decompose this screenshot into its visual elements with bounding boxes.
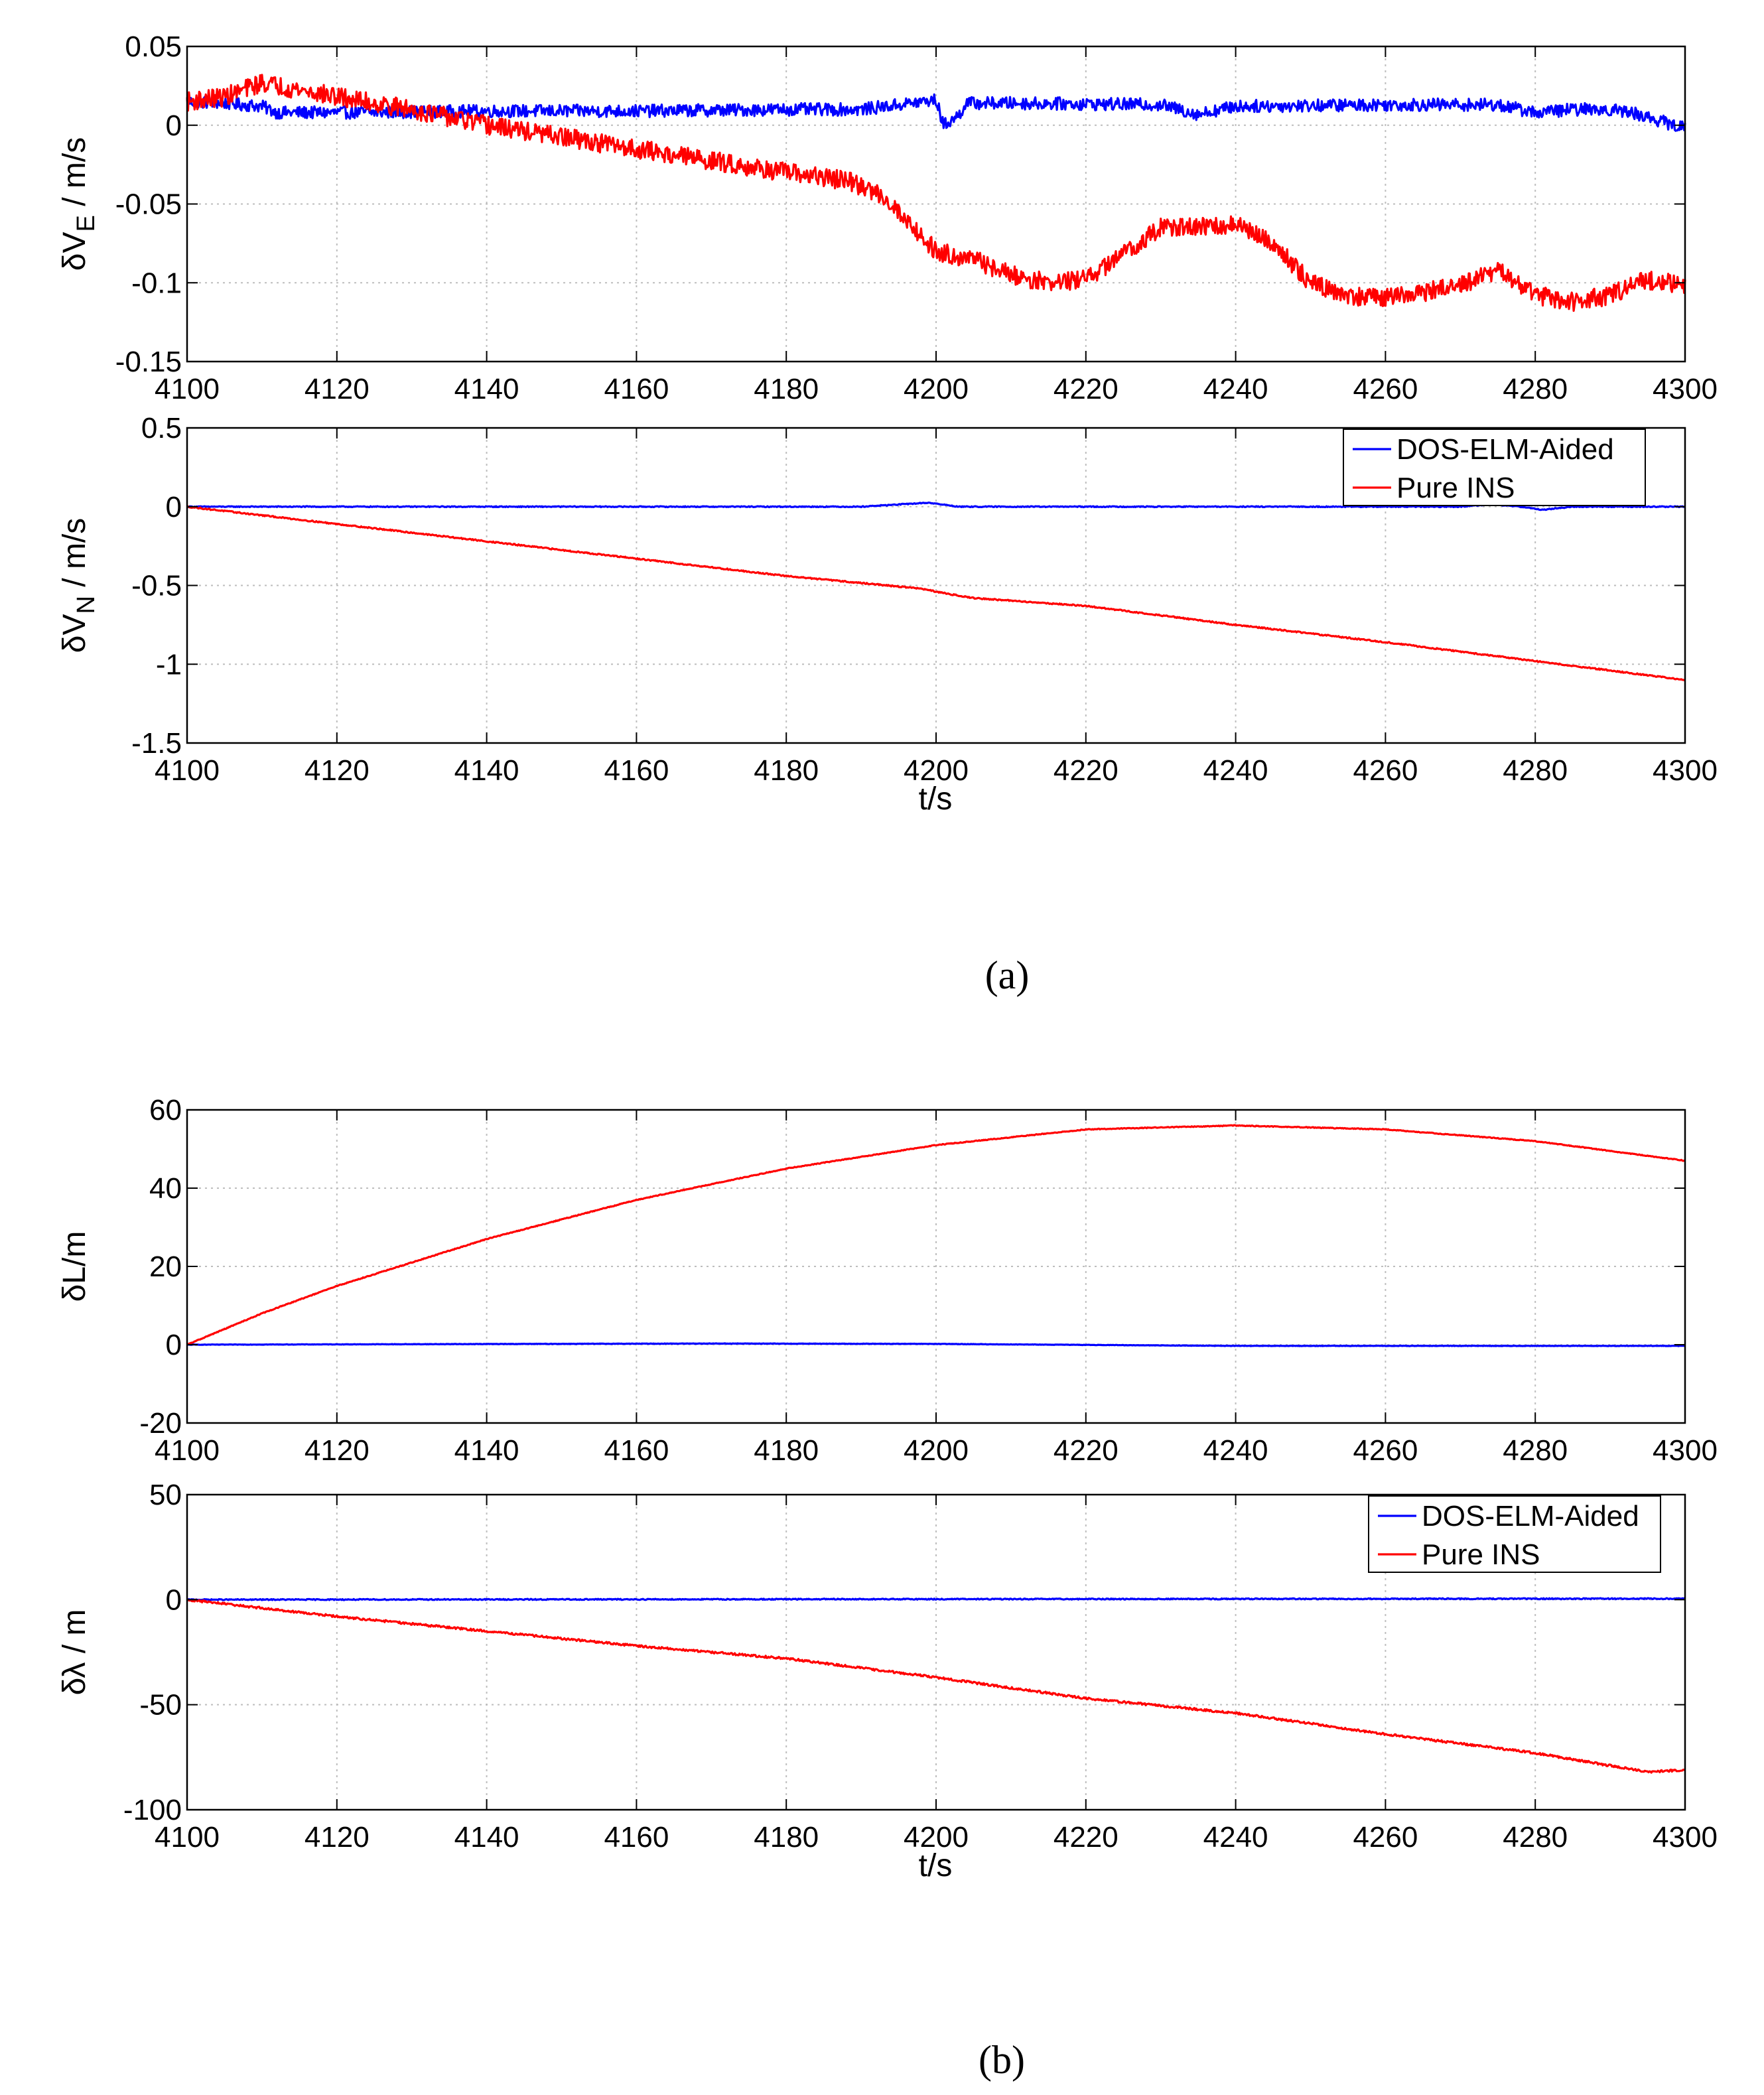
x-tick-label: 4160 bbox=[604, 373, 669, 405]
y-tick-label: -100 bbox=[123, 1794, 182, 1826]
legend-label: DOS-ELM-Aided bbox=[1396, 433, 1614, 466]
x-tick-label: 4100 bbox=[155, 373, 220, 405]
series-line-dos-elm-aided bbox=[186, 1597, 1686, 1601]
y-tick-label: 50 bbox=[149, 1479, 182, 1511]
x-tick-label: 4220 bbox=[1053, 1434, 1119, 1467]
y-tick-label: 0.5 bbox=[141, 412, 182, 444]
x-tick-label: 4160 bbox=[604, 754, 669, 787]
chart-dlambda: 4100 4120 4140 4160 4180 4200 4220 4240 4260 4280… bbox=[57, 1479, 1718, 1883]
x-tick-label: 4220 bbox=[1053, 754, 1119, 787]
y-tick-label: 0 bbox=[166, 1329, 182, 1361]
y-tick-label: 0 bbox=[166, 109, 182, 142]
x-tick-label: 4240 bbox=[1203, 1434, 1268, 1467]
x-tick-label: 4260 bbox=[1353, 373, 1418, 405]
x-tick-label: 4100 bbox=[155, 754, 220, 787]
y-axis-label-main: δV bbox=[57, 232, 92, 271]
y-axis-label-main: δλ / m bbox=[57, 1609, 92, 1696]
x-tick-label: 4140 bbox=[454, 754, 519, 787]
series-line-pure-ins bbox=[186, 1598, 1686, 1774]
chart-ve: 4100 4120 4140 4160 4180 4200 4220 4240 4260 4280… bbox=[57, 31, 1718, 405]
y-axis-label-subscript: E bbox=[72, 215, 100, 232]
x-tick-label: 4300 bbox=[1653, 373, 1718, 405]
x-tick-label: 4120 bbox=[305, 1821, 370, 1854]
x-tick-label: 4100 bbox=[155, 1434, 220, 1467]
panel-b-label: (b) bbox=[979, 2038, 1025, 2082]
x-tick-label: 4240 bbox=[1203, 373, 1268, 405]
x-tick-label: 4280 bbox=[1503, 373, 1568, 405]
x-tick-label: 4160 bbox=[604, 1434, 669, 1467]
series-line-pure-ins bbox=[186, 74, 1686, 312]
y-tick-label: -1 bbox=[156, 648, 182, 681]
x-tick-label: 4160 bbox=[604, 1821, 669, 1854]
y-tick-label: 0 bbox=[166, 1584, 182, 1616]
y-tick-label: -20 bbox=[139, 1407, 182, 1440]
y-tick-label: 0.05 bbox=[125, 31, 182, 63]
y-tick-label: 20 bbox=[149, 1250, 182, 1283]
x-tick-label: 4200 bbox=[904, 373, 969, 405]
series-line-pure-ins bbox=[186, 505, 1686, 681]
x-axis-label: t/s bbox=[919, 1848, 953, 1883]
legend-label: Pure INS bbox=[1422, 1538, 1540, 1571]
y-axis-label-subscript: N bbox=[72, 596, 100, 614]
legend-label: Pure INS bbox=[1396, 472, 1515, 504]
x-tick-label: 4300 bbox=[1653, 1434, 1718, 1467]
x-tick-label: 4220 bbox=[1053, 1821, 1119, 1854]
y-axis-label: δλ / m bbox=[57, 1609, 92, 1696]
y-axis-label-main: δL/m bbox=[57, 1231, 92, 1302]
legend-label: DOS-ELM-Aided bbox=[1422, 1500, 1639, 1532]
x-tick-label: 4220 bbox=[1053, 373, 1119, 405]
y-tick-label: -0.1 bbox=[131, 267, 182, 299]
y-axis-label-unit: / m/s bbox=[57, 518, 92, 596]
x-tick-label: 4140 bbox=[454, 373, 519, 405]
series-line-dos-elm-aided bbox=[186, 1342, 1686, 1347]
x-tick-label: 4180 bbox=[754, 754, 819, 787]
y-axis-label: δVN / m/s bbox=[57, 518, 100, 653]
panel-a-label: (a) bbox=[985, 953, 1030, 997]
x-axis-label: t/s bbox=[919, 781, 953, 817]
x-tick-label: 4200 bbox=[904, 1434, 969, 1467]
x-tick-label: 4180 bbox=[754, 1821, 819, 1854]
x-tick-label: 4240 bbox=[1203, 1821, 1268, 1854]
x-tick-label: 4240 bbox=[1203, 754, 1268, 787]
y-axis-label-unit: / m/s bbox=[57, 137, 92, 215]
chart-vn: 4100 4120 4140 4160 4180 4200 4220 4240 4260 4280… bbox=[57, 412, 1718, 817]
y-tick-label: -50 bbox=[139, 1689, 182, 1722]
y-axis-label-main: δV bbox=[57, 614, 92, 653]
series-line-pure-ins bbox=[186, 1124, 1686, 1346]
x-tick-label: 4100 bbox=[155, 1821, 220, 1854]
x-tick-label: 4140 bbox=[454, 1434, 519, 1467]
series-line-dos-elm-aided bbox=[186, 502, 1686, 511]
x-tick-label: 4280 bbox=[1503, 754, 1568, 787]
x-tick-label: 4200 bbox=[904, 754, 969, 787]
x-tick-label: 4300 bbox=[1653, 754, 1718, 787]
y-tick-label: -1.5 bbox=[131, 727, 182, 760]
y-tick-label: -0.15 bbox=[115, 346, 182, 378]
x-tick-label: 4200 bbox=[904, 1821, 969, 1854]
x-tick-label: 4280 bbox=[1503, 1821, 1568, 1854]
x-tick-label: 4180 bbox=[754, 1434, 819, 1467]
x-tick-label: 4120 bbox=[305, 1434, 370, 1467]
chart-dl: 4100 4120 4140 4160 4180 4200 4220 4240 4260 4280… bbox=[57, 1094, 1718, 1467]
y-axis-label: δL/m bbox=[57, 1231, 92, 1302]
x-tick-label: 4260 bbox=[1353, 1434, 1418, 1467]
x-tick-label: 4120 bbox=[305, 754, 370, 787]
y-tick-label: 60 bbox=[149, 1094, 182, 1126]
x-tick-label: 4180 bbox=[754, 373, 819, 405]
x-tick-label: 4260 bbox=[1353, 754, 1418, 787]
y-axis-label: δVE / m/s bbox=[57, 137, 100, 271]
y-tick-label: 0 bbox=[166, 491, 182, 523]
x-tick-label: 4140 bbox=[454, 1821, 519, 1854]
x-tick-label: 4260 bbox=[1353, 1821, 1418, 1854]
y-tick-label: -0.05 bbox=[115, 188, 182, 221]
x-tick-label: 4280 bbox=[1503, 1434, 1568, 1467]
legend-box bbox=[1368, 1495, 1661, 1573]
legend-box bbox=[1343, 429, 1646, 506]
y-tick-label: -0.5 bbox=[131, 570, 182, 602]
x-tick-label: 4120 bbox=[305, 373, 370, 405]
x-tick-label: 4300 bbox=[1653, 1821, 1718, 1854]
y-tick-label: 40 bbox=[149, 1172, 182, 1205]
